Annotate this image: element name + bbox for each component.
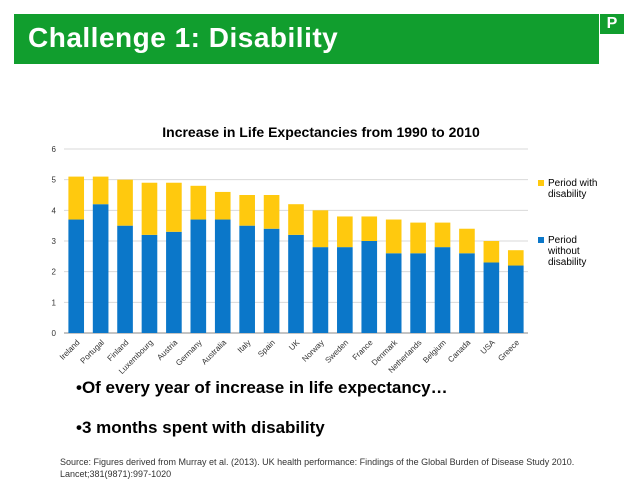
x-tick-label: Greece [496,338,521,363]
bar-with-disability [190,185,207,220]
bar-without-disability [288,234,304,333]
legend-label: Period with disability [548,178,597,200]
x-tick-label: USA [479,338,497,356]
bar-without-disability [507,265,524,333]
bar-with-disability [68,176,85,220]
x-tick-label: Belgium [421,338,448,365]
y-tick-label: 2 [52,268,57,277]
x-tick-label: UK [287,338,302,353]
x-tick-label: Portugal [79,338,107,366]
bar-with-disability [312,210,329,248]
y-tick-label: 0 [52,329,57,338]
bar-without-disability [166,231,182,333]
bar-with-disability [288,204,304,235]
x-tick-label: Germany [174,338,204,368]
bar-with-disability [410,222,426,254]
bar-without-disability [337,247,353,333]
legend-swatch [538,237,544,243]
legend-swatch [538,180,544,186]
y-tick-label: 3 [52,237,57,246]
bar-with-disability [263,195,280,229]
bar-without-disability [214,219,231,333]
bar-without-disability [239,225,255,333]
bar-without-disability [141,234,158,333]
x-tick-label: Spain [256,338,277,359]
bar-without-disability [459,253,475,333]
x-tick-label: Italy [236,338,253,355]
bullet-2: •3 months spent with disability [76,418,325,437]
bar-with-disability [459,228,475,254]
bar-with-disability [141,182,158,235]
bullet-1: •Of every year of increase in life expec… [76,378,448,397]
bar-without-disability [483,262,500,333]
bar-with-disability [117,179,133,226]
bar-with-disability [507,250,524,266]
y-tick-label: 6 [52,145,57,154]
bar-with-disability [361,216,378,241]
bar-without-disability [263,228,280,333]
bar-without-disability [117,225,133,333]
bar-with-disability [434,222,451,248]
title-bar: Challenge 1: Disability [14,14,599,64]
bar-with-disability [92,176,109,205]
chart-title: Increase in Life Expectancies from 1990 … [162,124,480,140]
legend-label: Period without disability [547,235,586,268]
source-citation: Source: Figures derived from Murray et a… [60,457,575,479]
y-tick-label: 4 [52,206,57,215]
bar-without-disability [434,247,451,333]
logo-corner: P [600,14,624,34]
x-tick-label: Australia [200,338,229,367]
x-tick-label: Sweden [323,338,350,365]
bar-with-disability [337,216,353,248]
slide-title: Challenge 1: Disability [28,22,339,53]
bar-without-disability [410,253,426,333]
bar-without-disability [68,219,85,333]
bar-with-disability [239,195,255,226]
y-tick-label: 1 [52,298,57,307]
bar-without-disability [385,253,402,333]
x-tick-label: Canada [446,338,473,365]
bar-with-disability [483,241,500,263]
bar-without-disability [361,241,378,333]
bar-without-disability [190,219,207,333]
x-tick-label: Norway [300,338,326,364]
bar-without-disability [312,247,329,333]
bar-with-disability [385,219,402,254]
y-tick-label: 5 [52,176,57,185]
bar-with-disability [214,191,231,220]
bar-with-disability [166,182,182,232]
x-tick-label: Ireland [58,338,82,362]
bar-without-disability [92,204,109,333]
